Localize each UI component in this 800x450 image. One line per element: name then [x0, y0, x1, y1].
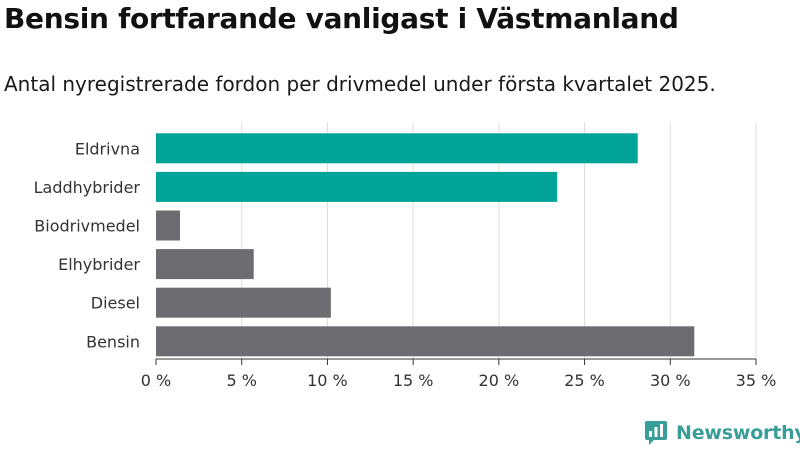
- x-tick-label: 20 %: [479, 371, 520, 390]
- newsworthy-logo-icon: [645, 421, 667, 445]
- category-label: Elhybrider: [58, 255, 140, 274]
- category-label: Biodrivmedel: [34, 217, 140, 236]
- x-tick-label: 35 %: [736, 371, 777, 390]
- bars: [156, 133, 695, 357]
- x-tick-label: 30 %: [650, 371, 691, 390]
- chart-subtitle: Antal nyregistrerade fordon per drivmede…: [4, 72, 716, 96]
- x-tick-label: 15 %: [393, 371, 434, 390]
- x-tick-label: 10 %: [307, 371, 348, 390]
- category-label: Diesel: [91, 294, 140, 313]
- x-axis: 0 % 5 % 10 % 15 % 20 % 25 % 30 % 35 %: [141, 358, 777, 390]
- bar: [156, 171, 558, 202]
- category-labels: Eldrivna Laddhybrider Biodrivmedel Elhybrid…: [34, 139, 141, 351]
- category-label: Bensin: [86, 332, 140, 351]
- bar: [156, 287, 331, 318]
- bar: [156, 210, 180, 241]
- category-label: Eldrivna: [75, 139, 140, 158]
- brand-name: Newsworthy: [676, 422, 800, 444]
- x-tick-label: 0 %: [141, 371, 171, 390]
- bar: [156, 133, 638, 164]
- category-label: Laddhybrider: [34, 178, 141, 197]
- x-tick-label: 25 %: [564, 371, 605, 390]
- newsworthy-logo: Newsworthy: [644, 420, 800, 446]
- x-tick-label: 5 %: [226, 371, 256, 390]
- bar: [156, 326, 695, 357]
- bar: [156, 249, 254, 280]
- chart-title: Bensin fortfarande vanligast i Västmanla…: [4, 2, 679, 35]
